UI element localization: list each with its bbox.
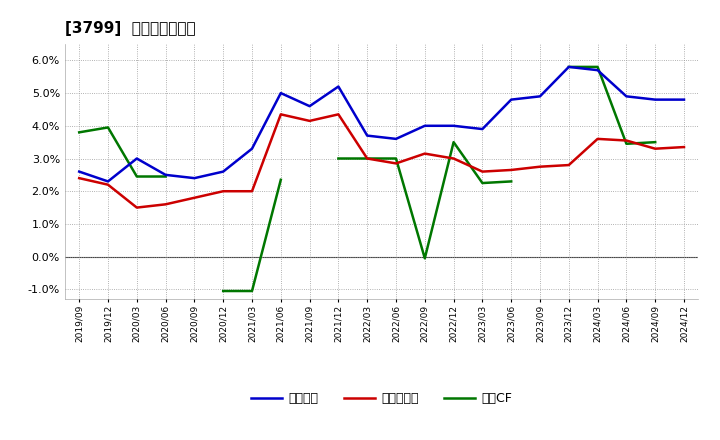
- 経常利益: [564, 64, 573, 70]
- 経常利益: [305, 103, 314, 109]
- Text: [3799]  マージンの推移: [3799] マージンの推移: [65, 21, 195, 36]
- 当期純利益: [536, 164, 544, 169]
- 経常利益: [392, 136, 400, 142]
- 営業CF: [420, 256, 429, 261]
- 営業CF: [478, 180, 487, 186]
- 当期純利益: [651, 146, 660, 151]
- Legend: 経常利益, 当期純利益, 営業CF: 経常利益, 当期純利益, 営業CF: [246, 387, 517, 410]
- 当期純利益: [104, 182, 112, 187]
- Line: 当期純利益: 当期純利益: [79, 114, 684, 208]
- 営業CF: [132, 174, 141, 179]
- 経常利益: [104, 179, 112, 184]
- 経常利益: [75, 169, 84, 174]
- 経常利益: [219, 169, 228, 174]
- 営業CF: [507, 179, 516, 184]
- 経常利益: [334, 84, 343, 89]
- 当期純利益: [622, 138, 631, 143]
- 当期純利益: [478, 169, 487, 174]
- 営業CF: [622, 141, 631, 147]
- Line: 経常利益: 経常利益: [79, 67, 684, 181]
- 当期純利益: [248, 189, 256, 194]
- Line: 営業CF: 営業CF: [79, 67, 655, 291]
- 当期純利益: [449, 156, 458, 161]
- 経常利益: [449, 123, 458, 128]
- 営業CF: [651, 139, 660, 145]
- 経常利益: [161, 172, 170, 177]
- 当期純利益: [334, 112, 343, 117]
- 経常利益: [420, 123, 429, 128]
- 経常利益: [622, 94, 631, 99]
- 当期純利益: [305, 118, 314, 124]
- 経常利益: [593, 67, 602, 73]
- 経常利益: [132, 156, 141, 161]
- 当期純利益: [507, 167, 516, 172]
- 営業CF: [276, 177, 285, 183]
- 営業CF: [248, 288, 256, 293]
- 当期純利益: [75, 176, 84, 181]
- 当期純利益: [276, 112, 285, 117]
- 当期純利益: [420, 151, 429, 156]
- 当期純利益: [132, 205, 141, 210]
- 経常利益: [680, 97, 688, 102]
- 営業CF: [219, 288, 228, 293]
- 営業CF: [363, 156, 372, 161]
- 経常利益: [478, 126, 487, 132]
- 経常利益: [190, 176, 199, 181]
- 当期純利益: [680, 144, 688, 150]
- 経常利益: [536, 94, 544, 99]
- 営業CF: [104, 125, 112, 130]
- 営業CF: [75, 130, 84, 135]
- 営業CF: [564, 64, 573, 70]
- 当期純利益: [219, 189, 228, 194]
- 当期純利益: [564, 162, 573, 168]
- 当期純利益: [161, 202, 170, 207]
- 当期純利益: [593, 136, 602, 142]
- 営業CF: [392, 156, 400, 161]
- 営業CF: [161, 174, 170, 179]
- 当期純利益: [363, 156, 372, 161]
- 当期純利益: [190, 195, 199, 200]
- 営業CF: [334, 156, 343, 161]
- 経常利益: [507, 97, 516, 102]
- 経常利益: [248, 146, 256, 151]
- 経常利益: [276, 91, 285, 96]
- 営業CF: [593, 64, 602, 70]
- 経常利益: [651, 97, 660, 102]
- 営業CF: [449, 139, 458, 145]
- 経常利益: [363, 133, 372, 138]
- 当期純利益: [392, 161, 400, 166]
